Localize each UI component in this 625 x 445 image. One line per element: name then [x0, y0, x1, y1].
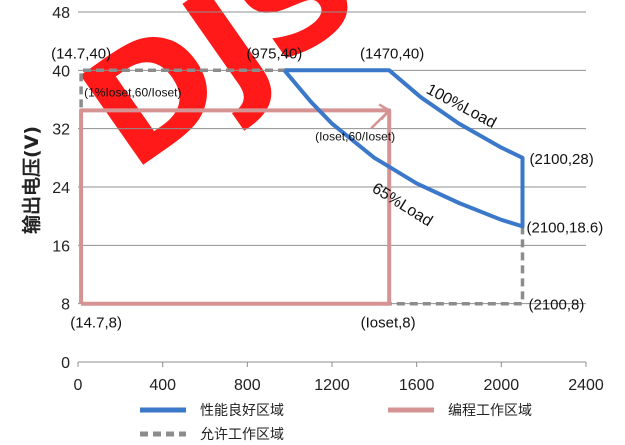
x-tick-label: 800 — [234, 377, 261, 394]
y-tick-label: 16 — [52, 238, 70, 255]
annotation-label: (975,40) — [246, 45, 302, 62]
annotation-label: (14.7,40) — [51, 45, 111, 62]
annotation-label: (2100,28) — [530, 151, 594, 168]
arrow-shaft — [370, 109, 391, 130]
legend-label: 编程工作区域 — [448, 403, 532, 419]
annotation-label: (2100,18.6) — [527, 219, 604, 236]
y-axis-label: 输出电压(V) — [20, 126, 43, 234]
series-line — [79, 68, 525, 306]
x-tick-label: 2400 — [568, 377, 604, 394]
series-lines — [79, 68, 525, 306]
annotation-label: (Ioset,60/Ioset) — [315, 129, 395, 143]
annotation-label: (1%Ioset,60/Ioset) — [84, 85, 181, 99]
watermark: DJS — [53, 0, 389, 202]
annotation-label: (14.7,8) — [70, 315, 122, 332]
annotation-label: (2100,8) — [529, 297, 585, 314]
annotation-label: (Ioset,8) — [361, 315, 416, 332]
x-tick-label: 2000 — [484, 377, 520, 394]
y-tick-label: 40 — [52, 63, 70, 80]
x-tick-label: 1200 — [314, 377, 350, 394]
x-tick-label: 0 — [74, 377, 83, 394]
annotations: (14.7,40) (975,40) (1470,40) (1%Ioset,60/Io… — [51, 45, 603, 331]
x-tick-label: 1600 — [399, 377, 435, 394]
y-tick-label: 48 — [52, 5, 70, 22]
watermark-text: DJS — [53, 0, 389, 202]
axis-ticks: 0 8 16 24 32 40 48 0 400 800 1200 1600 2000 2400 — [52, 5, 604, 394]
y-tick-label: 32 — [52, 122, 70, 139]
legend-label: 允许工作区域 — [200, 427, 284, 443]
annotation-label: (1470,40) — [360, 45, 424, 62]
legend-label: 性能良好区域 — [200, 403, 284, 419]
y-tick-label: 8 — [61, 297, 70, 314]
y-tick-label: 0 — [61, 355, 70, 372]
y-tick-label: 24 — [52, 180, 70, 197]
series-line — [282, 68, 525, 229]
x-tick-label: 400 — [149, 377, 176, 394]
